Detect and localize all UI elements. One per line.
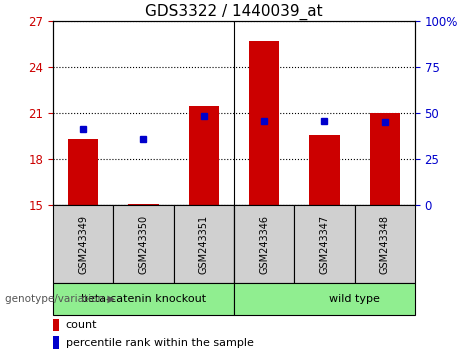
Text: wild type: wild type [329, 294, 380, 304]
Title: GDS3322 / 1440039_at: GDS3322 / 1440039_at [145, 4, 323, 20]
Bar [53, 205, 113, 283]
Text: GSM243349: GSM243349 [78, 215, 88, 274]
Text: beta-catenin knockout: beta-catenin knockout [81, 294, 206, 304]
Text: GSM243350: GSM243350 [138, 215, 148, 274]
Bar [53, 283, 234, 315]
Text: GSM243348: GSM243348 [380, 215, 390, 274]
Bar [355, 205, 415, 283]
Text: GSM243346: GSM243346 [259, 215, 269, 274]
Bar [189, 105, 219, 205]
Bar [68, 139, 98, 205]
Bar [53, 336, 59, 349]
Bar [53, 319, 59, 331]
Bar [174, 205, 234, 283]
Text: GSM243347: GSM243347 [319, 215, 330, 274]
Bar [129, 204, 159, 205]
Text: percentile rank within the sample: percentile rank within the sample [66, 338, 254, 348]
Bar [249, 41, 279, 205]
Bar [309, 135, 339, 205]
Text: genotype/variation ▶: genotype/variation ▶ [5, 294, 115, 304]
Bar [294, 205, 355, 283]
Bar [370, 113, 400, 205]
Bar [234, 283, 415, 315]
Text: count: count [66, 320, 97, 330]
Bar [234, 205, 294, 283]
Text: GSM243351: GSM243351 [199, 215, 209, 274]
Bar [113, 205, 174, 283]
